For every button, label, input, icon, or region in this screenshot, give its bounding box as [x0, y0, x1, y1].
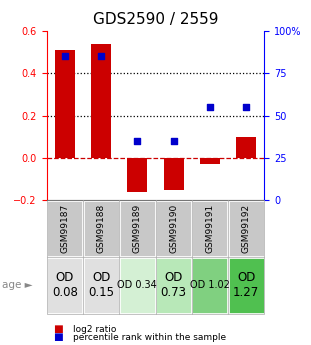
Text: OD
1.27: OD 1.27	[233, 272, 259, 299]
Point	[171, 138, 176, 144]
Point	[135, 138, 140, 144]
Text: GSM99190: GSM99190	[169, 204, 178, 253]
Bar	[236, 137, 256, 158]
Text: GDS2590 / 2559: GDS2590 / 2559	[93, 12, 218, 27]
Bar	[91, 44, 111, 158]
Bar	[200, 158, 220, 164]
Text: ■: ■	[53, 332, 63, 342]
Point	[62, 54, 67, 59]
Text: OD
0.73: OD 0.73	[161, 272, 187, 299]
Text: OD
0.08: OD 0.08	[52, 272, 78, 299]
Text: GSM99189: GSM99189	[133, 204, 142, 253]
Text: percentile rank within the sample: percentile rank within the sample	[73, 333, 226, 342]
Text: OD
0.15: OD 0.15	[88, 272, 114, 299]
Point	[207, 104, 212, 110]
Point	[99, 54, 104, 59]
Text: log2 ratio: log2 ratio	[73, 325, 116, 334]
Bar	[55, 50, 75, 158]
Text: GSM99191: GSM99191	[206, 204, 214, 253]
Text: ■: ■	[53, 324, 63, 334]
Text: GSM99187: GSM99187	[60, 204, 69, 253]
Text: GSM99188: GSM99188	[97, 204, 105, 253]
Text: GSM99192: GSM99192	[242, 204, 251, 253]
Text: age ►: age ►	[2, 280, 32, 290]
Point	[244, 104, 249, 110]
Bar	[164, 158, 183, 189]
Bar	[128, 158, 147, 192]
Text: OD 0.34: OD 0.34	[118, 280, 157, 290]
Text: OD 1.02: OD 1.02	[190, 280, 230, 290]
